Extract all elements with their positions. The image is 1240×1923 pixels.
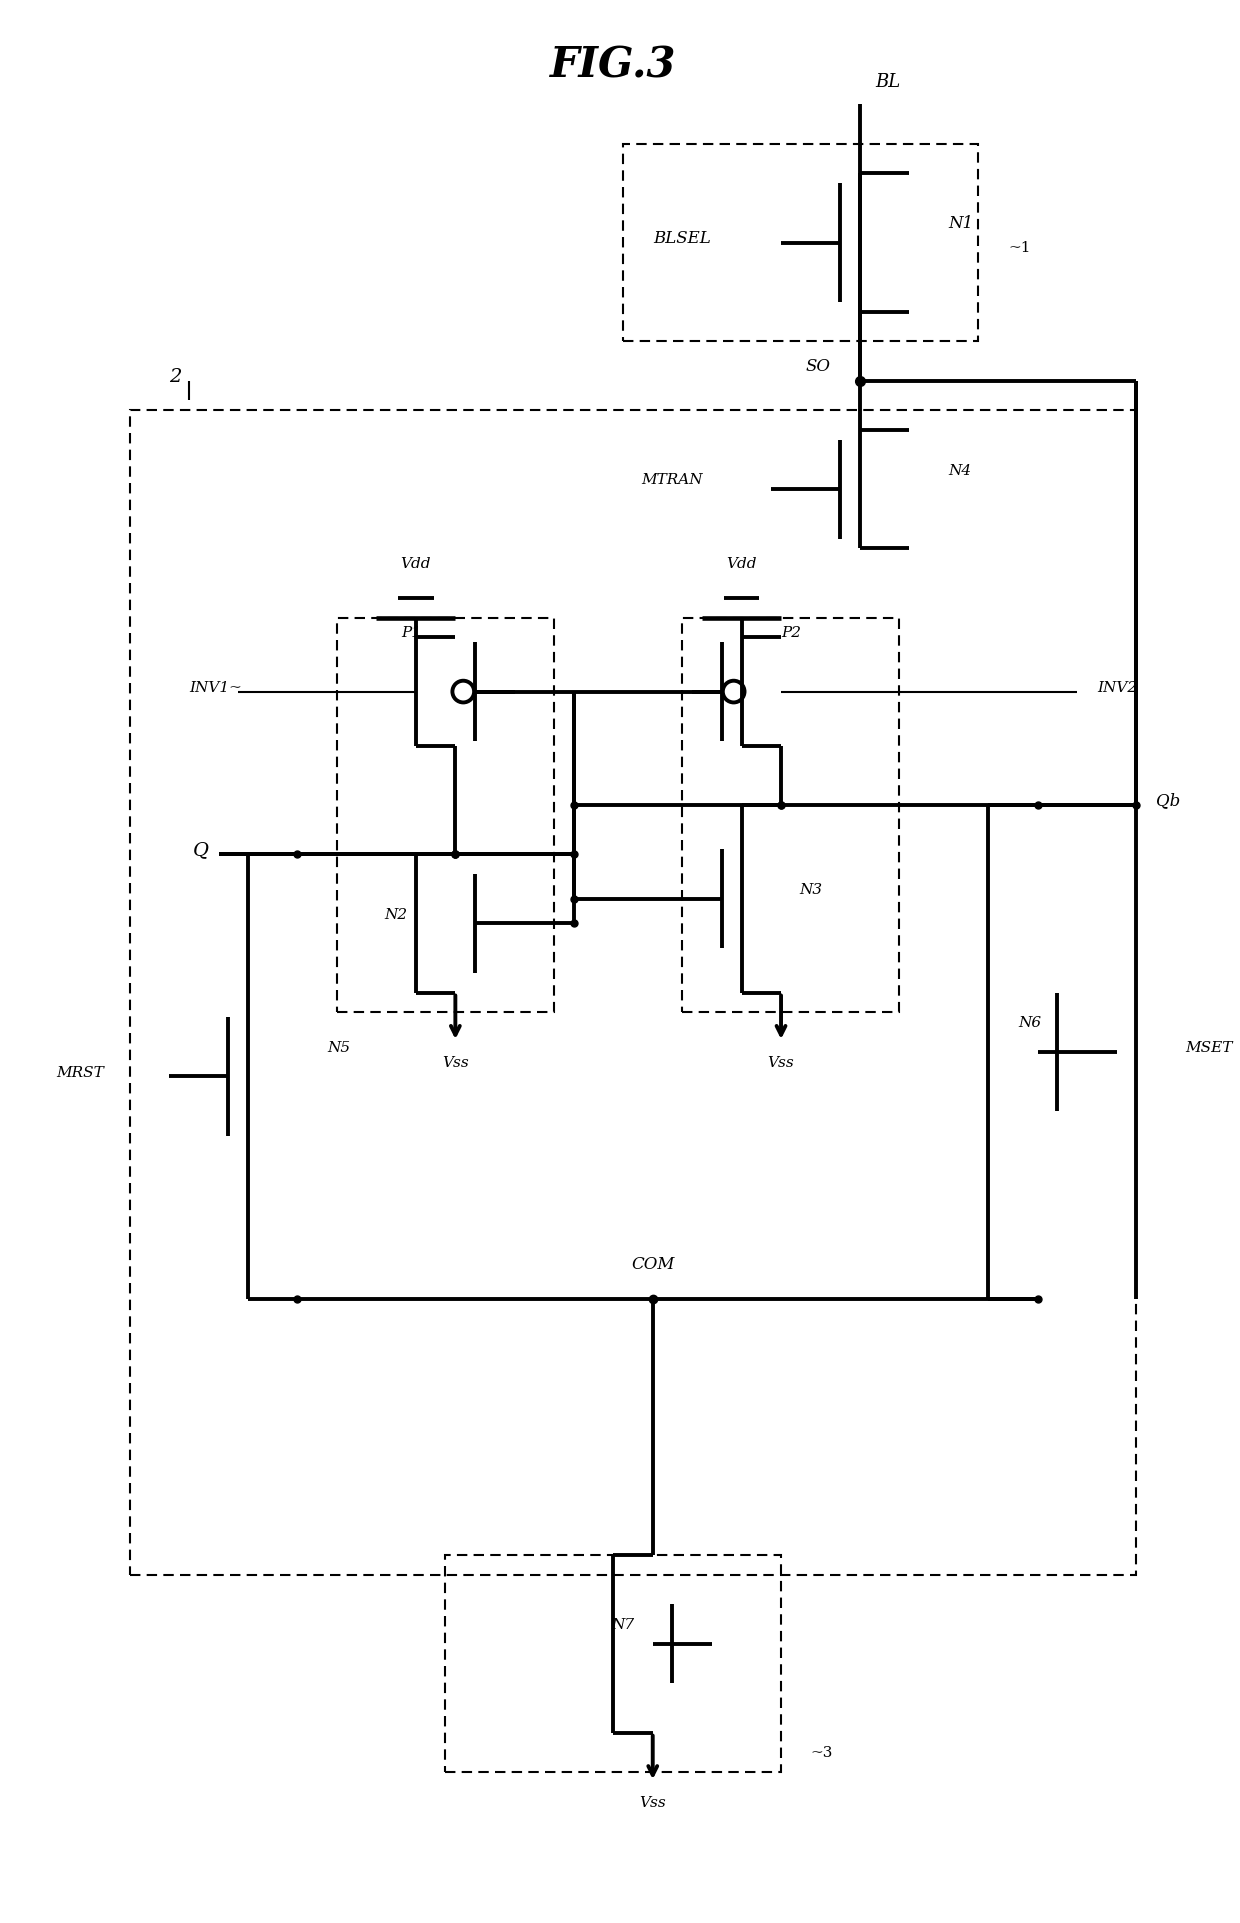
Text: Qb: Qb (1156, 792, 1180, 810)
Text: Vss: Vss (640, 1794, 666, 1810)
Bar (445, 1556, 781, 1773)
Text: Vss: Vss (441, 1056, 469, 1069)
Text: BL: BL (874, 73, 900, 90)
Bar (337, 617, 554, 1013)
Text: SO: SO (805, 358, 831, 375)
Text: INV1~: INV1~ (188, 681, 242, 694)
Text: Vdd: Vdd (401, 558, 432, 571)
Text: ~1: ~1 (1008, 242, 1030, 256)
Text: MSET: MSET (1185, 1040, 1233, 1054)
Text: Vdd: Vdd (727, 558, 756, 571)
Text: N4: N4 (949, 463, 972, 477)
Text: P1: P1 (401, 627, 420, 640)
Text: Vss: Vss (768, 1056, 795, 1069)
Text: Q: Q (192, 840, 208, 860)
Text: COM: COM (631, 1256, 675, 1273)
Bar (624, 144, 978, 342)
Text: N2: N2 (384, 908, 408, 921)
Text: ~3: ~3 (811, 1746, 833, 1760)
Text: N3: N3 (799, 883, 822, 896)
Text: INV2: INV2 (1097, 681, 1137, 694)
Bar (682, 617, 899, 1013)
Text: N7: N7 (611, 1617, 635, 1631)
Bar (130, 412, 1136, 1575)
Text: N6: N6 (1018, 1015, 1042, 1029)
Text: 2: 2 (169, 367, 181, 387)
Text: N5: N5 (327, 1040, 350, 1054)
Text: N1: N1 (949, 215, 973, 233)
Text: BLSEL: BLSEL (653, 231, 712, 246)
Text: MTRAN: MTRAN (641, 473, 703, 487)
Text: MRST: MRST (57, 1065, 104, 1079)
Text: P2: P2 (781, 627, 801, 640)
Text: FIG.3: FIG.3 (551, 44, 677, 87)
